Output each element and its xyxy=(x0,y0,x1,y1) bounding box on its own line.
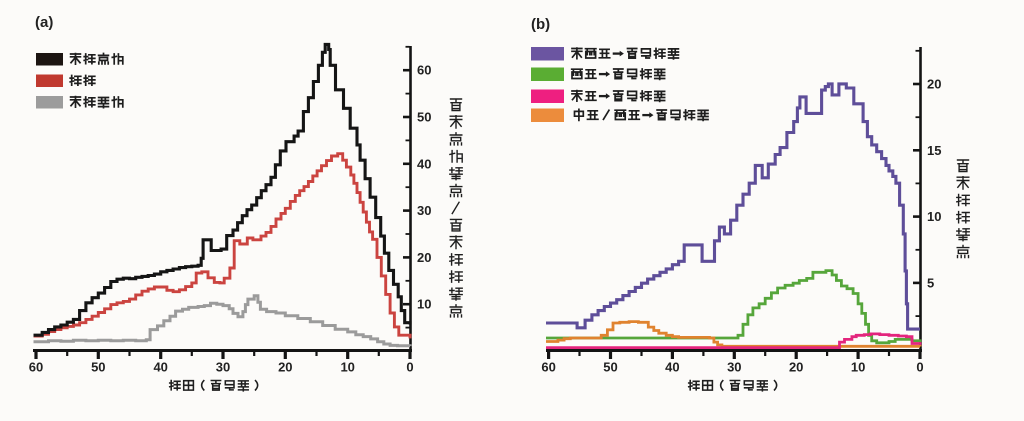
svg-text:30: 30 xyxy=(727,360,741,375)
svg-text:30: 30 xyxy=(216,360,230,375)
svg-text:60: 60 xyxy=(29,360,43,375)
svg-text:20: 20 xyxy=(417,250,431,265)
svg-text:0: 0 xyxy=(916,360,923,375)
svg-text:30: 30 xyxy=(417,203,431,218)
svg-text:10: 10 xyxy=(927,209,941,224)
svg-text:50: 50 xyxy=(417,110,431,125)
svg-text:40: 40 xyxy=(417,156,431,171)
svg-text:60: 60 xyxy=(541,360,555,375)
svg-text:10: 10 xyxy=(417,297,431,312)
svg-text:20: 20 xyxy=(789,360,803,375)
svg-text:40: 40 xyxy=(153,360,167,375)
svg-text:60: 60 xyxy=(417,63,431,78)
svg-text:10: 10 xyxy=(340,360,354,375)
svg-text:0: 0 xyxy=(406,360,413,375)
svg-text:(a): (a) xyxy=(35,14,53,31)
svg-text:10: 10 xyxy=(851,360,865,375)
svg-text:(b): (b) xyxy=(531,16,550,33)
svg-text:20: 20 xyxy=(927,77,941,92)
svg-text:5: 5 xyxy=(927,275,934,290)
svg-text:50: 50 xyxy=(603,360,617,375)
svg-text:50: 50 xyxy=(91,360,105,375)
svg-text:40: 40 xyxy=(665,360,679,375)
svg-text:15: 15 xyxy=(927,143,941,158)
svg-text:20: 20 xyxy=(278,360,292,375)
